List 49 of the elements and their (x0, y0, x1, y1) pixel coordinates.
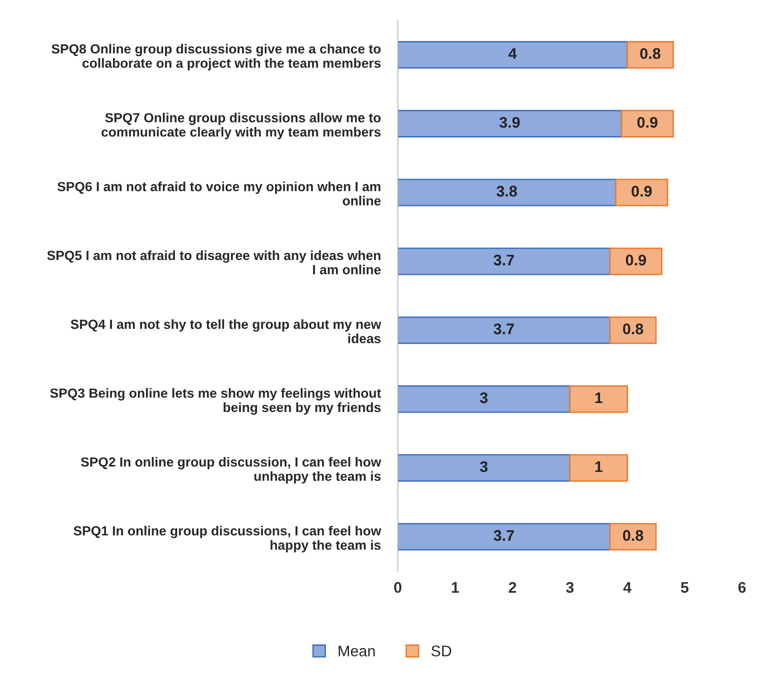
y-tick-label: SPQ6 I am not afraid to voice my opinion when I am online (57, 182, 381, 206)
legend-label: SD (431, 646, 452, 656)
bar (398, 316, 611, 344)
data-label: 0.8 (623, 324, 644, 334)
bar (609, 523, 657, 551)
data-label: 4 (508, 48, 517, 59)
bar (609, 316, 657, 344)
y-tick-label: SPQ4 I am not shy to tell the group about my new ideas (70, 319, 382, 344)
data-label: 0.9 (626, 254, 646, 266)
y-tick-label: SPQ2 In online group discussion, I can feel how unhappy the team is (80, 456, 382, 484)
bar (398, 385, 571, 413)
x-tick-label: 6 (738, 582, 746, 593)
data-label: 3.7 (494, 324, 514, 334)
data-label: 1 (595, 392, 602, 404)
x-tick-label: 1 (452, 582, 459, 593)
data-label: 0.8 (640, 48, 660, 59)
data-label: 0.8 (623, 530, 644, 541)
legend-label: Mean (338, 646, 375, 656)
x-tick-label: 2 (508, 582, 516, 593)
bar (620, 110, 674, 138)
x-tick-label: 3 (566, 582, 574, 593)
bar (398, 178, 617, 206)
x-tick-label: 4 (623, 582, 632, 593)
data-label: 3.8 (496, 186, 517, 197)
bar (609, 248, 662, 276)
bar (398, 41, 628, 69)
y-tick-label: SPQ3 Being online lets me show my feelings without being seen by my friends (50, 388, 381, 415)
data-label: 3 (480, 392, 488, 404)
bar (398, 454, 571, 482)
x-tick-label: 0 (394, 582, 402, 593)
y-tick-label: SPQ1 In online group discussions, I can feel how happy the team is (74, 526, 382, 552)
data-label: 3 (480, 461, 488, 472)
data-label: 3.7 (494, 530, 514, 541)
bar (398, 110, 622, 138)
bar (398, 248, 611, 276)
data-label: 3.9 (499, 116, 520, 128)
x-tick-label: 5 (680, 582, 688, 593)
y-tick-label: SPQ8 Online group discussions give me a chance to collaborate on a project with the team members (52, 44, 381, 70)
bar (398, 523, 611, 551)
bar (569, 454, 628, 482)
bar (626, 41, 674, 69)
data-label: 3.7 (494, 254, 514, 266)
bar (569, 385, 628, 413)
bar (615, 178, 668, 206)
data-label: 0.9 (637, 116, 658, 128)
data-label: 0.9 (632, 186, 652, 197)
y-tick-label: SPQ5 I am not afraid to disagree with any ideas when I am online (47, 250, 381, 274)
data-label: 1 (595, 461, 602, 472)
y-tick-label: SPQ7 Online group discussions allow me to communicate clearly with my team members (102, 112, 381, 140)
